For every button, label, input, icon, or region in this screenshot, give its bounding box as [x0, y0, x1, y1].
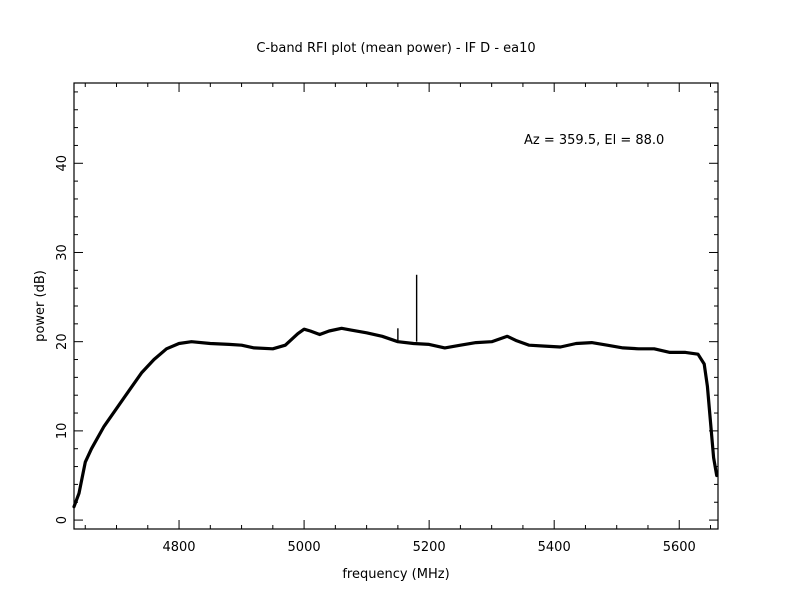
y-tick-label: 30	[55, 244, 70, 261]
spectrum-line	[72, 326, 719, 509]
y-tick-label: 40	[55, 155, 70, 172]
y-tick-label: 0	[55, 516, 70, 524]
x-axis-label: frequency (MHz)	[342, 567, 449, 582]
ticks-layer: 4800 5000 5200 5400 5600 0 10 20 30 40	[55, 83, 718, 555]
x-tick-label: 5400	[538, 540, 571, 555]
data-layer	[72, 274, 719, 509]
chart-title: C-band RFI plot (mean power) - IF D - ea…	[256, 41, 535, 56]
x-tick-label: 5200	[413, 540, 446, 555]
x-tick-label: 4800	[162, 540, 195, 555]
annotation-text: Az = 359.5, El = 88.0	[524, 133, 664, 148]
y-tick-label: 10	[55, 423, 70, 440]
x-tick-label: 5600	[663, 540, 696, 555]
y-tick-label: 20	[55, 333, 70, 350]
plot-frame	[73, 82, 719, 530]
x-tick-label: 5000	[288, 540, 321, 555]
y-axis-label: power (dB)	[33, 270, 48, 342]
